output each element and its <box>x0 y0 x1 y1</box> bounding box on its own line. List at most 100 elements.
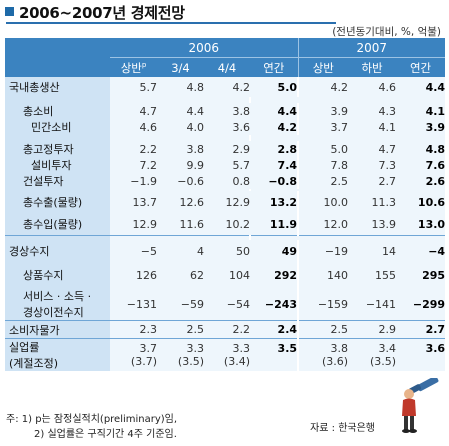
source-credit: 자료 : 한국은행 <box>310 423 375 434</box>
value-main: 3.3 <box>186 342 205 355</box>
spacer-cell <box>110 135 157 141</box>
value-seasonal: (3.7) <box>130 355 157 368</box>
value-cell: 4.4 <box>396 77 446 97</box>
value-cell: 104 <box>204 262 250 288</box>
value-seasonal: (3.5) <box>177 355 204 368</box>
table-row: 민간소비 4.6 4.0 3.6 4.2 3.7 4.1 3.9 <box>5 119 446 135</box>
value-cell: −243 <box>250 288 299 321</box>
value-cell: 4.3 <box>348 103 397 119</box>
footnote-2: 2) 실업률은 구직기간 4주 기준임. <box>34 429 177 440</box>
spacer-cell <box>204 97 250 103</box>
value-cell: 13.0 <box>396 213 446 236</box>
value-cell: 4.2 <box>297 77 349 97</box>
footnote-1: 주: 1) p는 잠정실적치(preliminary)임, <box>6 414 178 425</box>
value-cell: 11.9 <box>250 213 299 236</box>
table-row: 실업률 (계절조정) 3.7 (3.7) 3.3 (3.5) 3.3 (3.4) 3.5 3.8(… <box>5 338 446 371</box>
header-corner <box>5 38 110 77</box>
value-cell: 4.7 <box>348 141 397 157</box>
value-cell: 3.3 (3.4) <box>204 338 250 371</box>
value-cell: −4 <box>396 240 446 262</box>
value-cell: −5 <box>110 240 157 262</box>
value-cell: 2.8 <box>250 141 299 157</box>
title-underline <box>6 22 336 24</box>
value-cell: 2.5 <box>297 173 349 189</box>
value-seasonal: (3.5) <box>369 355 397 368</box>
value-cell: 12.9 <box>110 213 157 236</box>
table-row: 총소비 4.7 4.4 3.8 4.4 3.9 4.3 4.1 <box>5 103 446 119</box>
value-main: 3.8 <box>330 342 349 355</box>
value-cell: −299 <box>396 288 446 321</box>
value-main: 3.6 <box>425 342 446 355</box>
value-cell: −54 <box>204 288 250 321</box>
value-cell: 12.0 <box>297 213 349 236</box>
value-cell: 3.4 (3.5) <box>348 338 397 371</box>
value-cell: 2.9 <box>204 141 250 157</box>
value-cell: 3.8 (3.6) <box>297 338 349 371</box>
value-cell: 11.3 <box>348 191 397 213</box>
value-cell: 4.4 <box>250 103 299 119</box>
value-cell: 2.6 <box>396 173 446 189</box>
value-cell: 292 <box>250 262 299 288</box>
value-cell: 4.6 <box>348 77 397 97</box>
spacer-cell <box>396 235 446 240</box>
value-cell: 3.8 <box>204 103 250 119</box>
value-cell: 3.6 <box>396 338 446 371</box>
value-cell: 2.4 <box>250 320 299 339</box>
value-cell: 7.6 <box>396 157 446 173</box>
table-row: 국내총생산 5.7 4.8 4.2 5.0 4.2 4.6 4.4 <box>5 77 446 97</box>
value-cell: 10.0 <box>297 191 349 213</box>
header-row-years: 2006 2007 <box>5 38 446 77</box>
spacer-cell <box>5 97 110 103</box>
value-cell: 13.9 <box>348 213 397 236</box>
header-period: 연간 <box>250 57 299 77</box>
spacer-cell <box>348 97 397 103</box>
value-cell: 11.6 <box>157 213 204 236</box>
value-main: 3.5 <box>277 342 298 355</box>
header-period: 3/4 <box>157 57 204 77</box>
value-cell: −19 <box>297 240 349 262</box>
spacer-cell <box>396 97 446 103</box>
spacer-cell <box>396 135 446 141</box>
spacer-cell <box>157 135 204 141</box>
value-cell: 5.7 <box>204 157 250 173</box>
header-period: 상반p <box>110 57 157 77</box>
row-label: 설비투자 <box>5 157 110 173</box>
value-cell: 140 <box>297 262 349 288</box>
row-label-line: 서비스 · 소득 · <box>23 290 92 303</box>
row-label: 총수출(물량) <box>5 191 110 213</box>
value-main: 3.4 <box>378 342 397 355</box>
spacer-cell <box>110 189 157 191</box>
telescope-figure-icon <box>402 378 439 433</box>
spacer-cell <box>204 189 250 191</box>
spacer-cell <box>204 135 250 141</box>
value-cell: −159 <box>297 288 349 321</box>
value-cell: 4.0 <box>157 119 204 135</box>
value-cell: 3.5 <box>250 338 299 371</box>
value-cell: 3.9 <box>396 119 446 135</box>
spacer-cell <box>5 189 110 191</box>
forecast-table: 2006 2007 상반p 3/4 4/4 연간 상반 하반 연간 국내총생산 5… <box>5 38 446 371</box>
value-cell: 2.2 <box>110 141 157 157</box>
value-cell: 295 <box>396 262 446 288</box>
value-cell: −0.8 <box>250 173 299 189</box>
value-cell: −1.9 <box>110 173 157 189</box>
spacer-cell <box>396 189 446 191</box>
spacer-cell <box>298 135 349 141</box>
spacer-cell <box>110 235 157 240</box>
header-period-label: 상반 <box>120 60 142 75</box>
spacer-cell <box>348 189 397 191</box>
value-cell: 4.2 <box>204 77 250 97</box>
table-row: 설비투자 7.2 9.9 5.7 7.4 7.8 7.3 7.6 <box>5 157 446 173</box>
spacer-cell <box>5 235 110 240</box>
preliminary-marker: p <box>141 60 147 69</box>
row-label-line: 경상이전수지 <box>23 306 84 319</box>
value-cell: −59 <box>157 288 204 321</box>
value-cell: 7.2 <box>110 157 157 173</box>
value-seasonal: (3.6) <box>321 355 349 368</box>
spacer-cell <box>348 135 397 141</box>
title-bullet-icon <box>5 7 14 16</box>
value-cell: 10.2 <box>204 213 250 236</box>
value-cell: 5.7 <box>110 77 157 97</box>
value-cell: 3.7 (3.7) <box>110 338 157 371</box>
table-row: 총수입(물량) 12.9 11.6 10.2 11.9 12.0 13.9 13.0 <box>5 213 446 236</box>
